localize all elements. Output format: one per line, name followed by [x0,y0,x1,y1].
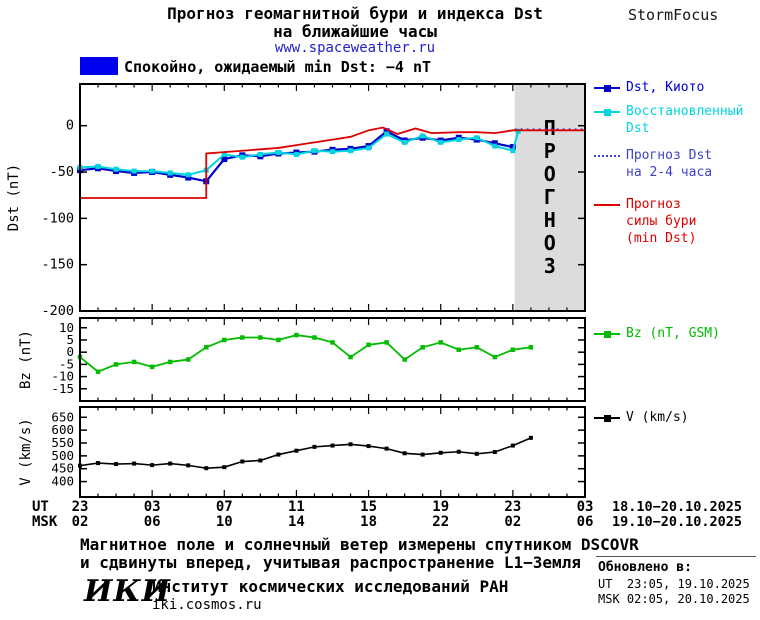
series-line [79,130,520,176]
y-axis-title: Dst (nT) [6,164,22,231]
legend-label-dst-restored: Восстановленный Dst [626,104,744,136]
y-tick-label: 500 [51,448,74,463]
y-tick-label: 550 [51,435,74,450]
x-tick-label: 23 [72,499,89,515]
updated-msk: MSK 02:05, 20.10.2025 [598,592,750,606]
x-tick-label: 22 [432,514,449,530]
page-title-line2: на ближайшие часы [273,22,437,41]
dst-restored-swatch-icon [594,105,620,120]
legend-item-v: V (km/s) [594,410,689,427]
msk-row-label: MSK [32,514,58,530]
x-tick-label: 02 [72,514,89,530]
series-line [79,437,532,470]
y-tick-label: -15 [51,381,74,396]
y-tick-label: -150 [41,257,74,273]
y-tick-label: 450 [51,461,74,476]
updated-ut: UT 23:05, 19.10.2025 [598,577,750,591]
y-tick-label: 600 [51,422,74,437]
x-tick-label: 06 [577,514,594,530]
spaceweather-link[interactable]: www.spaceweather.ru [274,40,436,56]
storm-forecast-swatch-icon [594,198,620,213]
updated-divider [596,556,756,557]
y-tick-label: -200 [41,303,74,319]
brand-stormfocus: StormFocus [628,6,719,24]
x-tick-label: 03 [577,499,594,515]
ut-date-range: 18.10−20.10.2025 [612,499,742,515]
forecast-label-letter: З [544,254,556,278]
storm-level-indicator [80,57,118,75]
chart-frame [79,317,586,402]
forecast-label-letter: О [544,231,556,255]
series-line [79,334,532,373]
iki-logo: ИКИ [84,574,171,609]
legend-item-storm-forecast: Прогноз силы бури (min Dst) [594,197,711,248]
institute-name: Институт космических исследований РАН [152,577,509,596]
x-tick-label: 10 [216,514,233,530]
footer-note-line1: Магнитное поле и солнечный ветер измерен… [80,535,639,554]
x-tick-label: 19 [432,499,449,515]
x-tick-label: 11 [288,499,305,515]
x-tick-label: 07 [216,499,233,515]
legend-item-dst-forecast: Прогноз Dst на 2-4 часа [594,148,726,182]
v-swatch-icon [594,411,620,426]
updated-label: Обновлено в: [598,560,692,575]
y-tick-label: -5 [59,356,74,371]
footer-note-line2: и сдвинуты вперед, учитывая распростране… [80,553,581,572]
legend-label-bz: Bz (nT, GSM) [626,326,720,341]
msk-date-range: 19.10−20.10.2025 [612,514,742,530]
x-tick-label: 15 [360,499,377,515]
y-tick-label: 5 [66,332,74,347]
legend-label-dst-kyoto: Dst, Киото [626,80,705,95]
page-title: Прогноз геомагнитной бури и индекса Dst [167,4,543,23]
legend-label-storm-forecast: Прогноз силы бури (min Dst) [626,197,697,246]
x-tick-label: 23 [504,499,521,515]
x-axis-labels: UTMSK2302030607101114151819222302030618.… [32,499,742,530]
y-tick-label: 10 [59,320,74,335]
y-tick-label: 0 [66,344,74,359]
x-tick-label: 06 [144,514,161,530]
x-tick-label: 02 [504,514,521,530]
y-tick-label: 650 [51,409,74,424]
forecast-label-letter: Г [544,185,556,209]
y-tick-label: 400 [51,474,74,489]
chart-frame [79,406,586,498]
legend-item-bz: Bz (nT, GSM) [594,326,720,343]
ut-row-label: UT [32,499,49,515]
forecast-label-letter: Н [544,208,556,232]
dst-forecast-swatch-icon [594,149,620,164]
forecast-region [514,84,585,311]
y-tick-label: -10 [51,369,74,384]
storm-status-text: Спокойно, ожидаемый min Dst: −4 nT [124,58,432,76]
x-tick-label: 14 [288,514,305,530]
y-tick-label: -100 [41,210,74,226]
bz-swatch-icon [594,327,620,342]
y-axis-title: Bz (nT) [18,330,34,389]
x-tick-label: 18 [360,514,377,530]
legend-label-dst-forecast: Прогноз Dst на 2-4 часа [626,148,713,180]
forecast-label-letter: О [544,162,556,186]
legend-label-v: V (km/s) [626,410,689,425]
x-tick-label: 03 [144,499,161,515]
forecast-label-letter: П [544,116,556,140]
y-tick-label: 0 [66,118,74,134]
y-axis-title: V (km/s) [18,418,34,485]
forecast-label-letter: Р [544,139,556,163]
legend-item-dst-restored: Восстановленный Dst [594,104,756,138]
institute-site-link[interactable]: iki.cosmos.ru [152,597,262,613]
y-tick-label: -50 [50,164,74,180]
dst-kyoto-swatch-icon [594,81,620,96]
series-line [80,126,585,199]
legend-item-dst-kyoto: Dst, Киото [594,80,704,97]
